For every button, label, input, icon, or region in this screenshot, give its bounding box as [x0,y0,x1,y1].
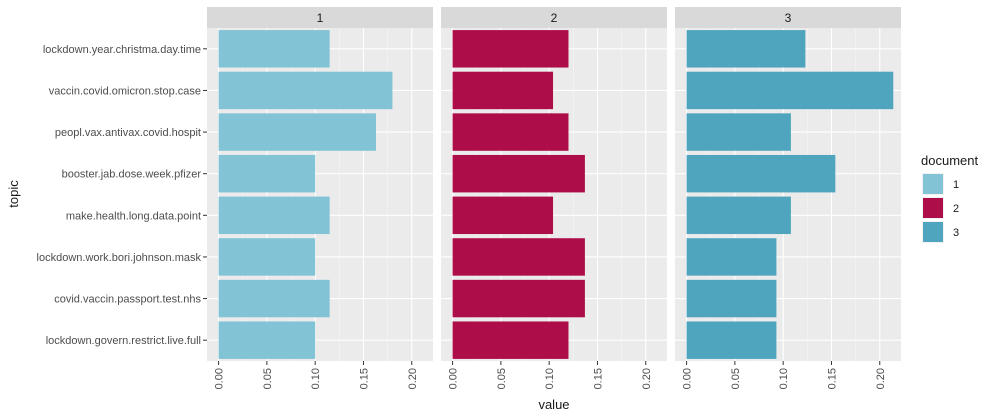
bar [452,154,585,193]
facet-strip-label: 2 [551,11,558,25]
facet-strip [441,7,667,28]
legend-key [923,174,943,194]
bar [686,71,894,110]
legend-key [923,222,943,242]
x-tick-label: 0.10 [544,368,556,389]
bar [218,154,316,193]
facet-strip [207,7,433,28]
x-tick-label: 0.00 [682,368,694,389]
x-tick-label: 0.20 [875,368,887,389]
bar [218,321,316,359]
x-tick-label: 0.05 [730,368,742,389]
x-tick-label: 0.15 [826,368,838,389]
bar [218,196,330,235]
bar [218,71,393,110]
bar [218,113,377,151]
x-axis-title: value [538,397,569,412]
bar [686,113,791,151]
bar [686,154,836,193]
bar [686,279,777,318]
bar [452,279,585,318]
x-tick-label: 0.20 [407,368,419,389]
x-tick-label: 0.20 [641,368,653,389]
y-tick-label: lockdown.govern.restrict.live.full [46,335,201,347]
bar [452,30,569,68]
legend-title: document [921,153,978,168]
bar [452,196,554,235]
bar [686,321,777,359]
bar [452,71,554,110]
bar [218,30,330,68]
facet-strip-label: 1 [317,11,324,25]
x-tick-label: 0.15 [592,368,604,389]
bar [218,279,330,318]
x-tick-label: 0.05 [262,368,274,389]
facet-strip [675,7,901,28]
x-tick-label: 0.05 [496,368,508,389]
y-tick-label: lockdown.year.christma.day.time [43,44,201,56]
legend-label: 1 [953,179,959,191]
bar [686,238,777,276]
bar [452,238,585,276]
bar [452,321,569,359]
y-tick-label: peopl.vax.antivax.covid.hospit [55,127,201,139]
bar [452,113,569,151]
bar [686,196,791,235]
bar [218,238,316,276]
facet-strip-label: 3 [785,11,792,25]
bar [686,30,806,68]
y-tick-label: booster.jab.dose.week.pfizer [62,169,202,181]
x-tick-label: 0.10 [310,368,322,389]
legend-label: 2 [953,203,959,215]
x-tick-label: 0.15 [358,368,370,389]
y-tick-label: covid.vaccin.passport.test.nhs [54,294,201,306]
y-tick-label: make.health.long.data.point [66,210,201,222]
x-tick-label: 0.00 [214,368,226,389]
y-tick-label: lockdown.work.bori.johnson.mask [37,252,202,264]
legend-key [923,198,943,218]
legend-label: 3 [953,227,959,239]
x-tick-label: 0.10 [778,368,790,389]
y-tick-label: vaccin.covid.omicron.stop.case [49,85,201,97]
x-tick-label: 0.00 [448,368,460,389]
y-axis-title: topic [6,180,21,208]
